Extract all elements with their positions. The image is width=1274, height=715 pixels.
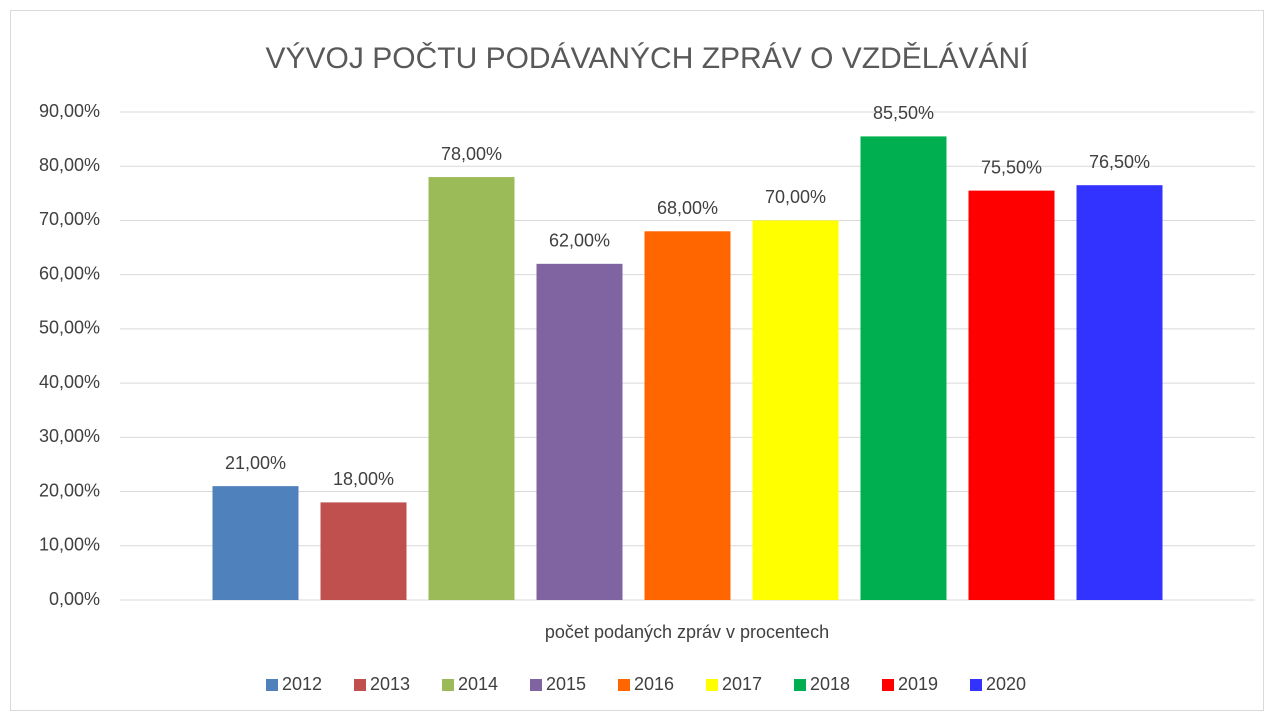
legend-swatch xyxy=(794,679,806,691)
bar xyxy=(428,177,515,601)
legend-swatch xyxy=(706,679,718,691)
bar xyxy=(860,136,947,600)
y-tick-label: 0,00% xyxy=(49,589,100,609)
y-tick-label: 10,00% xyxy=(39,535,100,555)
bar xyxy=(212,486,299,600)
data-label: 68,00% xyxy=(657,198,718,218)
legend-swatch xyxy=(354,679,366,691)
legend-label: 2014 xyxy=(458,674,498,694)
data-label: 85,50% xyxy=(873,103,934,123)
y-tick-label: 90,00% xyxy=(39,101,100,121)
bar xyxy=(536,263,623,600)
legend-swatch xyxy=(618,679,630,691)
y-tick-label: 30,00% xyxy=(39,426,100,446)
legend-label: 2015 xyxy=(546,674,586,694)
data-label: 75,50% xyxy=(981,157,1042,177)
legend-swatch xyxy=(530,679,542,691)
chart-title: VÝVOJ POČTU PODÁVANÝCH ZPRÁV O VZDĚLÁVÁN… xyxy=(266,41,1030,75)
legend-swatch xyxy=(266,679,278,691)
legend-label: 2019 xyxy=(898,674,938,694)
bar xyxy=(968,190,1055,600)
bar xyxy=(752,220,839,600)
data-label: 76,50% xyxy=(1089,152,1150,172)
x-tick-label: počet podaných zpráv v procentech xyxy=(545,622,829,642)
chart-border xyxy=(10,10,1264,711)
y-tick-label: 60,00% xyxy=(39,263,100,283)
legend-label: 2013 xyxy=(370,674,410,694)
legend-swatch xyxy=(882,679,894,691)
legend-label: 2016 xyxy=(634,674,674,694)
data-label: 18,00% xyxy=(333,469,394,489)
legend-label: 2017 xyxy=(722,674,762,694)
y-tick-label: 40,00% xyxy=(39,372,100,392)
y-tick-label: 70,00% xyxy=(39,209,100,229)
bar xyxy=(644,231,731,601)
y-tick-label: 20,00% xyxy=(39,480,100,500)
data-label: 21,00% xyxy=(225,453,286,473)
legend-label: 2020 xyxy=(986,674,1026,694)
legend-swatch xyxy=(970,679,982,691)
bar xyxy=(1076,185,1163,600)
legend-label: 2018 xyxy=(810,674,850,694)
data-label: 62,00% xyxy=(549,231,610,251)
data-label: 78,00% xyxy=(441,144,502,164)
y-tick-label: 50,00% xyxy=(39,318,100,338)
legend-label: 2012 xyxy=(282,674,322,694)
y-tick-label: 80,00% xyxy=(39,155,100,175)
bar xyxy=(320,502,407,600)
legend-swatch xyxy=(442,679,454,691)
data-label: 70,00% xyxy=(765,187,826,207)
